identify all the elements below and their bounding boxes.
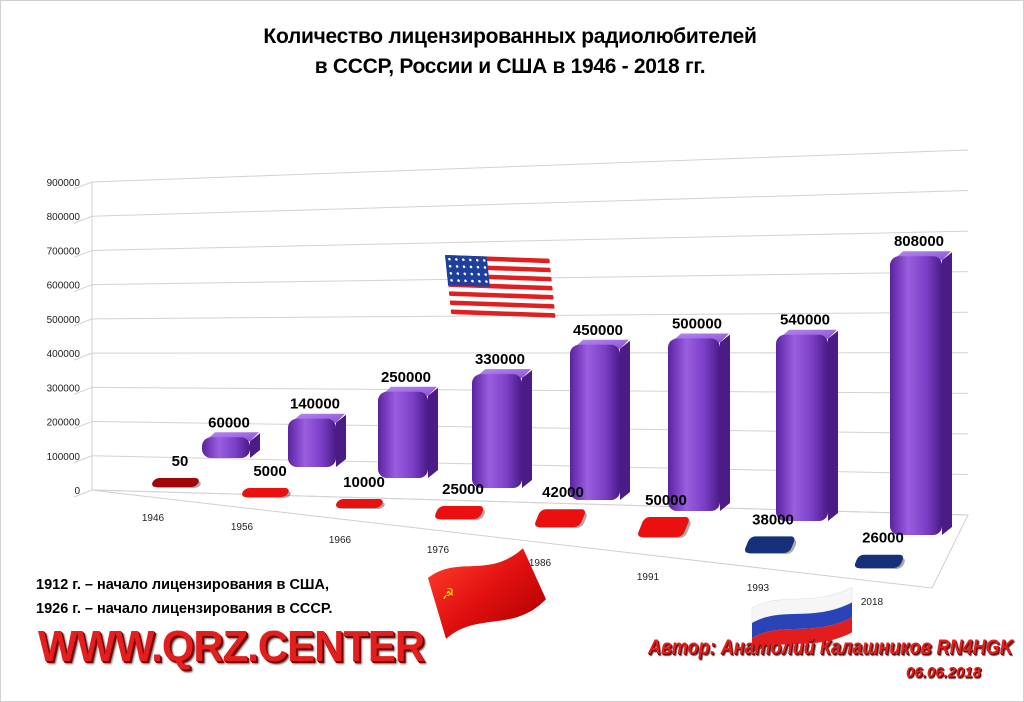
x-tick-label: 1986 xyxy=(529,558,552,569)
gridline-side xyxy=(73,181,93,190)
svg-text:☭: ☭ xyxy=(442,585,455,603)
bar-s1 xyxy=(890,256,942,535)
bars: 60000 140000 250000 330000 450000 500000 54000… xyxy=(152,233,952,569)
gridline-side xyxy=(73,284,93,293)
y-tick-label: 800000 xyxy=(47,212,81,223)
bar-label-s1: 500000 xyxy=(672,316,722,333)
chart-title-line2: в СССР, России и США в 1946 - 2018 гг. xyxy=(314,55,706,78)
y-tick-label: 600000 xyxy=(47,281,81,292)
y-tick-label: 0 xyxy=(74,486,80,497)
gridline xyxy=(91,149,969,183)
bar-s2 xyxy=(535,509,586,527)
bar-side-s1 xyxy=(828,330,838,521)
bar-s2 xyxy=(152,478,199,487)
note: 1912 г. – начало лицензирования в США, 1… xyxy=(36,573,332,621)
bar-label-s1: 140000 xyxy=(290,396,340,413)
bar-s1 xyxy=(288,418,336,467)
gridline-side xyxy=(73,421,93,430)
flags: ☭ xyxy=(428,255,853,653)
bar-s2 xyxy=(854,554,904,568)
gridline xyxy=(91,190,969,217)
ussr-flag-icon: ☭ xyxy=(428,548,546,639)
gridline-side xyxy=(73,386,93,395)
bar-s1 xyxy=(472,374,522,488)
gridline-side xyxy=(73,455,93,464)
bar-side-s1 xyxy=(250,433,260,458)
bar-s1 xyxy=(378,391,428,478)
bar-label-s1: 540000 xyxy=(780,312,830,329)
bar-label-s1: 808000 xyxy=(894,233,944,250)
bar-side-s1 xyxy=(336,414,346,467)
bar-side-s1 xyxy=(942,252,952,535)
gridline-side xyxy=(73,318,93,327)
y-tick-label: 300000 xyxy=(47,383,81,394)
bar-label-s2: 42000 xyxy=(542,484,584,501)
gridline-side xyxy=(73,489,93,498)
bar-s1 xyxy=(202,437,250,458)
x-axis: 1946 1956 1966 1976 1986 1991 1993 2018 xyxy=(142,513,884,608)
bar-s2 xyxy=(336,499,383,508)
gridline xyxy=(91,230,969,251)
bar-label-s1: 330000 xyxy=(475,351,525,368)
bar-label-s2: 38000 xyxy=(752,511,794,528)
bar-s2 xyxy=(242,488,289,497)
y-tick-label: 400000 xyxy=(47,349,81,360)
bar-label-s1: 250000 xyxy=(381,369,431,386)
bar-side-s1 xyxy=(522,370,532,488)
bar-label-s2: 50 xyxy=(172,453,189,470)
x-tick-label: 1993 xyxy=(747,583,770,594)
y-tick-label: 100000 xyxy=(47,452,81,463)
bar-label-s1: 60000 xyxy=(208,414,250,431)
bar-s1 xyxy=(570,344,620,500)
y-tick-label: 200000 xyxy=(47,418,81,429)
bar-s2 xyxy=(745,536,795,553)
bar-s1 xyxy=(668,338,720,511)
author-date: 06.06.2018 xyxy=(906,664,982,681)
x-tick-label: 1966 xyxy=(329,535,352,546)
bar-label-s1: 450000 xyxy=(573,322,623,339)
gridline-side xyxy=(73,249,93,258)
bar-label-s2: 25000 xyxy=(442,481,484,498)
gridline-side xyxy=(73,215,93,224)
note-line2: 1926 г. – начало лицензирования в СССР. xyxy=(36,601,333,617)
x-tick-label: 1956 xyxy=(231,522,254,533)
y-tick-label: 900000 xyxy=(47,178,81,189)
x-tick-label: 1991 xyxy=(637,572,660,583)
bar-label-s2: 26000 xyxy=(862,530,904,547)
bar-s2 xyxy=(435,506,484,519)
usa-flag-icon xyxy=(445,255,556,318)
russia-flag-icon xyxy=(751,587,853,653)
bar-s2 xyxy=(638,517,689,537)
bar-label-s2: 50000 xyxy=(645,492,687,509)
x-tick-label: 1976 xyxy=(427,545,450,556)
chart-title-line1: Количество лицензированных радиолюбителе… xyxy=(263,25,757,48)
x-tick-label: 2018 xyxy=(861,597,884,608)
bar-s1 xyxy=(776,334,828,521)
chart-title: Количество лицензированных радиолюбителе… xyxy=(200,22,820,82)
y-tick-label: 500000 xyxy=(47,315,81,326)
x-tick-label: 1946 xyxy=(142,513,165,524)
note-line1: 1912 г. – начало лицензирования в США, xyxy=(36,577,330,593)
bar-side-s1 xyxy=(428,387,438,478)
author-credit: Автор: Анатолий Калашников RN4HGK xyxy=(648,636,1013,659)
gridline-side xyxy=(73,352,93,361)
y-axis: 0 100000 200000 300000 400000 500000 600000 700… xyxy=(47,178,81,497)
y-tick-label: 700000 xyxy=(47,246,81,257)
bar-label-s2: 10000 xyxy=(343,474,385,491)
bar-side-s1 xyxy=(620,340,630,500)
site-logo-text: WWW.QRZ.CENTER xyxy=(38,622,425,671)
bar-label-s2: 5000 xyxy=(253,463,286,480)
bar-side-s1 xyxy=(720,334,730,511)
